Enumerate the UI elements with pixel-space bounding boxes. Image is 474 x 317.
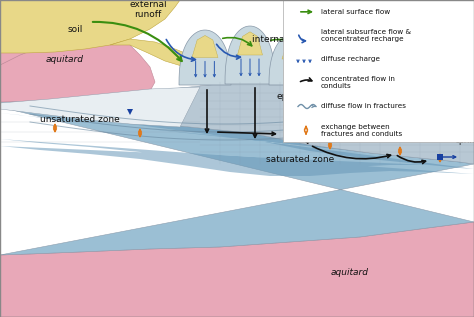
Text: overflow
spring: overflow spring: [402, 75, 435, 95]
Polygon shape: [110, 39, 205, 69]
Polygon shape: [0, 107, 474, 169]
Text: unsaturated zone: unsaturated zone: [40, 115, 120, 124]
Polygon shape: [269, 33, 321, 85]
Polygon shape: [0, 139, 474, 176]
Text: external
runoff: external runoff: [129, 0, 167, 19]
Text: soil: soil: [67, 24, 82, 34]
Polygon shape: [237, 32, 263, 55]
Text: aquitard: aquitard: [331, 268, 369, 277]
Polygon shape: [282, 38, 308, 59]
Text: conduits: conduits: [321, 83, 352, 89]
Polygon shape: [315, 37, 365, 87]
Polygon shape: [225, 26, 275, 84]
Polygon shape: [0, 82, 474, 164]
Polygon shape: [446, 51, 474, 93]
Text: concentrated recharge: concentrated recharge: [321, 36, 404, 42]
Polygon shape: [0, 0, 180, 53]
Text: internal runoff: internal runoff: [252, 35, 318, 44]
Polygon shape: [0, 0, 180, 102]
Polygon shape: [0, 107, 474, 255]
Polygon shape: [456, 55, 474, 72]
Bar: [283, 0, 474, 142]
Polygon shape: [360, 41, 410, 89]
Text: fractures and conduits: fractures and conduits: [321, 131, 402, 137]
Polygon shape: [328, 42, 353, 62]
Text: lateral subsurface flow &: lateral subsurface flow &: [321, 29, 411, 35]
Polygon shape: [200, 47, 474, 97]
Text: aquitard: aquitard: [46, 55, 84, 64]
Text: diffuse recharge: diffuse recharge: [321, 56, 380, 62]
Text: concentrated flow in: concentrated flow in: [321, 76, 395, 82]
Text: lateral surface flow: lateral surface flow: [321, 9, 390, 15]
Text: main
spring: main spring: [456, 126, 474, 145]
Polygon shape: [0, 87, 200, 127]
Text: epikarst: epikarst: [277, 92, 313, 101]
Polygon shape: [416, 49, 440, 68]
Polygon shape: [373, 46, 398, 65]
Polygon shape: [179, 30, 231, 85]
Text: diffuse flow in fractures: diffuse flow in fractures: [321, 103, 406, 109]
Text: exchange between: exchange between: [321, 124, 390, 130]
Polygon shape: [0, 222, 474, 317]
Text: saturated zone: saturated zone: [266, 155, 334, 164]
Polygon shape: [192, 36, 218, 57]
Polygon shape: [404, 45, 452, 91]
Polygon shape: [0, 37, 155, 102]
